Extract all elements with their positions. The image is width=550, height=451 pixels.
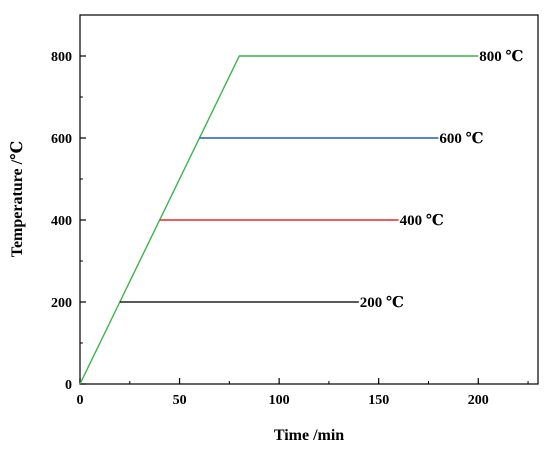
- x-tick-label: 150: [368, 393, 389, 408]
- y-tick-label: 0: [65, 378, 72, 393]
- series-label-2: 400 ℃: [400, 213, 444, 229]
- series-layer: 800 ℃ 600 ℃ 400 ℃ 200 ℃: [79, 49, 524, 385]
- y-tick-label: 800: [51, 50, 72, 65]
- axis-ticks: 0 50 100 150 200 0 200 400 600 800: [51, 50, 529, 408]
- y-tick-label: 200: [51, 296, 72, 311]
- x-tick-label: 100: [269, 393, 290, 408]
- series-label-3: 200 ℃: [360, 295, 404, 311]
- x-axis-title: Time /min: [274, 427, 344, 444]
- x-tick-label: 50: [173, 393, 187, 408]
- y-axis-title: Temperature /℃: [9, 141, 26, 258]
- series-label-0: 800 ℃: [479, 49, 523, 65]
- y-tick-label: 400: [51, 214, 72, 229]
- series-label-1: 600 ℃: [439, 131, 483, 147]
- plot-frame: [79, 14, 539, 385]
- x-tick-label: 200: [468, 393, 489, 408]
- series-line-0: [79, 55, 479, 385]
- y-tick-label: 600: [51, 132, 72, 147]
- x-tick-label: 0: [77, 393, 84, 408]
